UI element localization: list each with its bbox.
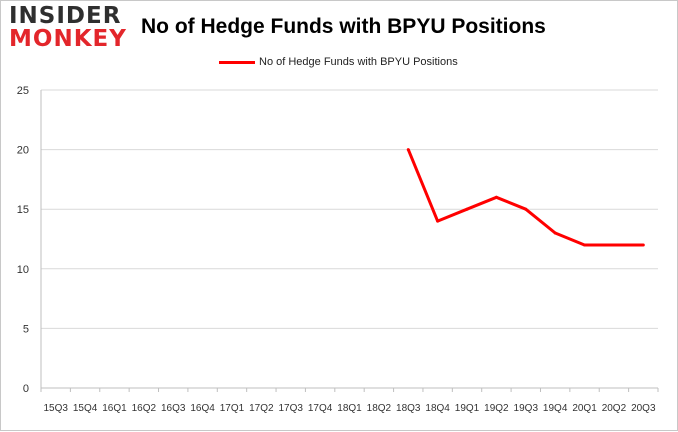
y-tick-label: 15: [17, 204, 29, 216]
y-tick-label: 5: [23, 323, 29, 335]
data-point: [641, 243, 645, 247]
data-point: [612, 243, 616, 247]
data-point: [465, 207, 469, 211]
x-tick-label: 18Q2: [367, 403, 392, 414]
x-tick-label: 20Q3: [631, 403, 656, 414]
x-tick-label: 15Q4: [73, 403, 98, 414]
x-tick-label: 18Q3: [396, 403, 421, 414]
x-tick-label: 18Q4: [425, 403, 450, 414]
x-tick-label: 18Q1: [337, 403, 362, 414]
legend: No of Hedge Funds with BPYU Positions: [219, 56, 458, 68]
y-tick-label: 10: [17, 264, 29, 276]
series-line: [406, 149, 644, 247]
x-tick-label: 17Q4: [308, 403, 333, 414]
x-tick-label: 17Q2: [249, 403, 274, 414]
x-tick-label: 15Q3: [43, 403, 68, 414]
data-point: [583, 243, 587, 247]
x-tick-label: 17Q3: [279, 403, 304, 414]
y-tick-label: 0: [23, 383, 29, 395]
data-point: [436, 219, 440, 223]
x-tick-label: 20Q1: [572, 403, 597, 414]
x-tick-label: 17Q1: [220, 403, 245, 414]
x-tick-label: 19Q2: [484, 403, 509, 414]
y-tick-label: 25: [17, 85, 29, 97]
logo-line-2: MONKEY: [9, 26, 127, 52]
x-tick-label: 16Q1: [102, 403, 127, 414]
y-tick-label: 20: [17, 145, 29, 157]
x-tick-label: 16Q3: [161, 403, 186, 414]
legend-label: No of Hedge Funds with BPYU Positions: [259, 56, 458, 68]
logo-line-1: INSIDER: [9, 3, 122, 29]
x-tick-label: 16Q2: [132, 403, 157, 414]
legend-swatch: [219, 60, 255, 64]
data-point: [406, 148, 410, 152]
insider-monkey-logo: INSIDER MONKEY: [9, 5, 127, 51]
x-tick-label: 20Q2: [602, 403, 627, 414]
x-tick-label: 19Q1: [455, 403, 480, 414]
x-tick-label: 16Q4: [190, 403, 215, 414]
data-point: [494, 195, 498, 199]
x-tick-label: 19Q3: [514, 403, 539, 414]
data-point: [553, 231, 557, 235]
x-tick-label: 19Q4: [543, 403, 568, 414]
data-point: [524, 207, 528, 211]
chart-title: No of Hedge Funds with BPYU Positions: [141, 15, 546, 38]
